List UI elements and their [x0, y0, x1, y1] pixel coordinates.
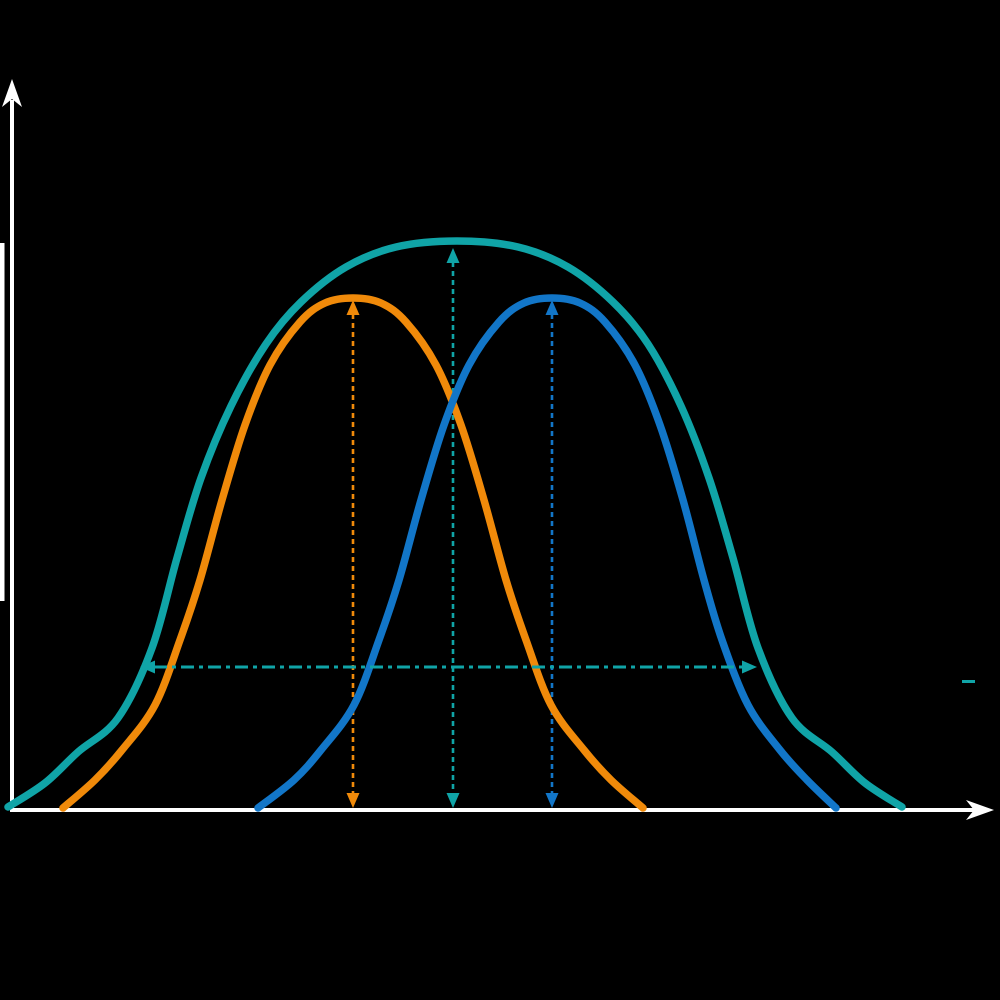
x-axis-arrowhead-icon: [966, 800, 994, 820]
right-peak-arrow-up-arrowhead-icon: [545, 300, 559, 315]
curve-left-bell: [59, 294, 647, 812]
center-peak-arrow-up-arrowhead-icon: [446, 248, 460, 263]
y-axis-arrowhead-icon: [2, 79, 22, 107]
curve-right-bell: [254, 294, 840, 812]
center-peak-arrow-down-arrowhead-icon: [446, 793, 460, 808]
left-peak-arrow-down-arrowhead-icon: [346, 793, 360, 808]
envelope-width-arrow-right-arrowhead-icon: [742, 660, 757, 674]
small-teal-dash: [962, 680, 975, 683]
envelope-width-arrow-left-arrowhead-icon: [140, 660, 155, 674]
left-edge-line-fragment: [0, 243, 5, 601]
curve-envelope-bell: [4, 237, 906, 811]
right-peak-arrow-down-arrowhead-icon: [545, 793, 559, 808]
left-peak-arrow-up-arrowhead-icon: [346, 300, 360, 315]
